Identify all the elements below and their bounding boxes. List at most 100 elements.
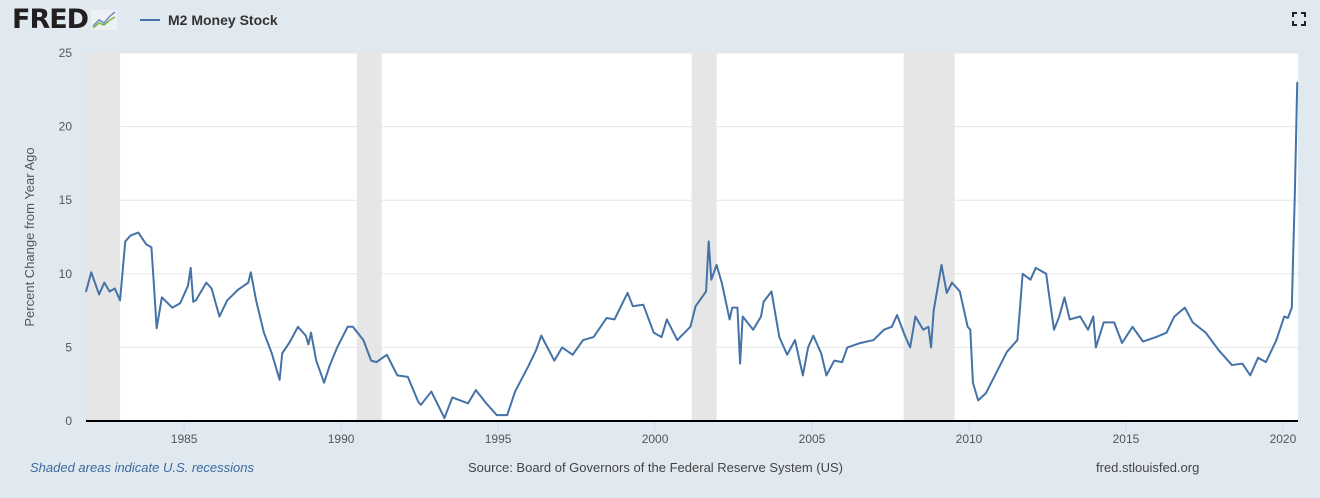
data-point (632, 305, 634, 307)
data-point (561, 346, 563, 349)
data-point (113, 287, 116, 290)
data-point (922, 328, 925, 331)
data-point (281, 352, 284, 355)
data-point (137, 231, 140, 234)
data-point (195, 299, 197, 302)
y-tick-label: 20 (59, 120, 73, 134)
data-point (278, 378, 281, 381)
fred-logo[interactable]: FRED (12, 4, 118, 35)
data-point (820, 352, 822, 355)
data-point (689, 325, 692, 328)
y-tick-label: 10 (59, 267, 73, 281)
data-point (739, 362, 741, 365)
data-point (1294, 192, 1296, 194)
data-point (613, 318, 616, 321)
data-point (161, 296, 163, 299)
data-point (736, 306, 739, 309)
data-point (155, 327, 158, 330)
data-point (430, 390, 433, 393)
data-point (187, 284, 189, 287)
data-point (1218, 349, 1220, 352)
data-point (927, 325, 930, 328)
data-point (119, 299, 121, 302)
data-point (250, 271, 252, 274)
data-point (741, 315, 744, 318)
fullscreen-icon[interactable] (1291, 11, 1307, 27)
data-point (666, 318, 668, 321)
data-point (707, 240, 710, 243)
data-point (236, 289, 239, 291)
legend-label: M2 Money Stock (168, 12, 278, 28)
data-point (592, 336, 595, 338)
data-point (1095, 346, 1097, 349)
data-point (786, 353, 788, 356)
data-point (1291, 306, 1293, 309)
site-link[interactable]: fred.stlouisfed.org (1096, 460, 1200, 475)
data-point (98, 293, 100, 296)
data-point (1204, 331, 1207, 334)
data-point (762, 300, 765, 303)
line-graph-icon (91, 10, 118, 30)
data-point (1184, 306, 1186, 309)
data-point (297, 325, 299, 328)
data-point (940, 264, 943, 266)
data-point (1079, 315, 1081, 318)
x-tick-label: 2000 (642, 432, 669, 446)
data-point (1275, 339, 1278, 341)
data-point (841, 361, 843, 363)
data-point (352, 325, 354, 328)
data-point (310, 331, 312, 334)
data-point (495, 414, 498, 416)
data-point (407, 376, 409, 378)
data-point (189, 267, 192, 269)
data-point (1063, 296, 1066, 299)
data-point (715, 264, 718, 266)
data-point (1021, 273, 1024, 275)
x-tick-label: 2005 (799, 432, 826, 446)
data-point (129, 234, 132, 237)
data-point (752, 328, 754, 331)
data-point (1019, 306, 1021, 309)
data-point (770, 290, 773, 293)
data-point (1068, 318, 1071, 321)
data-point (778, 336, 781, 338)
data-point (527, 365, 529, 368)
data-point (728, 318, 731, 321)
recession-band (86, 53, 121, 421)
data-point (891, 325, 893, 328)
data-point (150, 246, 153, 249)
y-tick-label: 0 (65, 414, 72, 428)
data-point (304, 334, 307, 337)
data-point (1241, 362, 1244, 365)
x-tick-label: 2010 (956, 432, 983, 446)
data-point (535, 349, 537, 352)
recession-band (691, 53, 717, 421)
legend: M2 Money Stock (140, 10, 278, 30)
data-point (914, 315, 917, 318)
source-note: Source: Board of Governors of the Federa… (468, 460, 843, 475)
x-tick-label: 2015 (1113, 432, 1140, 446)
data-point (1191, 321, 1194, 324)
data-point (1006, 351, 1008, 353)
data-point (328, 365, 331, 368)
data-point (375, 361, 378, 363)
data-point (1058, 315, 1061, 318)
data-point (315, 359, 318, 362)
data-point (904, 334, 906, 337)
data-point (263, 331, 265, 334)
data-point (362, 339, 365, 341)
data-point (179, 302, 182, 305)
data-point (1131, 325, 1134, 328)
data-point (1029, 278, 1032, 281)
data-point (642, 303, 645, 306)
data-point (1257, 356, 1259, 359)
data-point (945, 292, 948, 294)
data-point (540, 334, 543, 337)
data-point (226, 299, 229, 302)
data-point (1265, 361, 1267, 363)
data-point (951, 281, 953, 284)
data-point (930, 346, 932, 349)
data-point (171, 306, 174, 309)
data-point (972, 381, 974, 384)
